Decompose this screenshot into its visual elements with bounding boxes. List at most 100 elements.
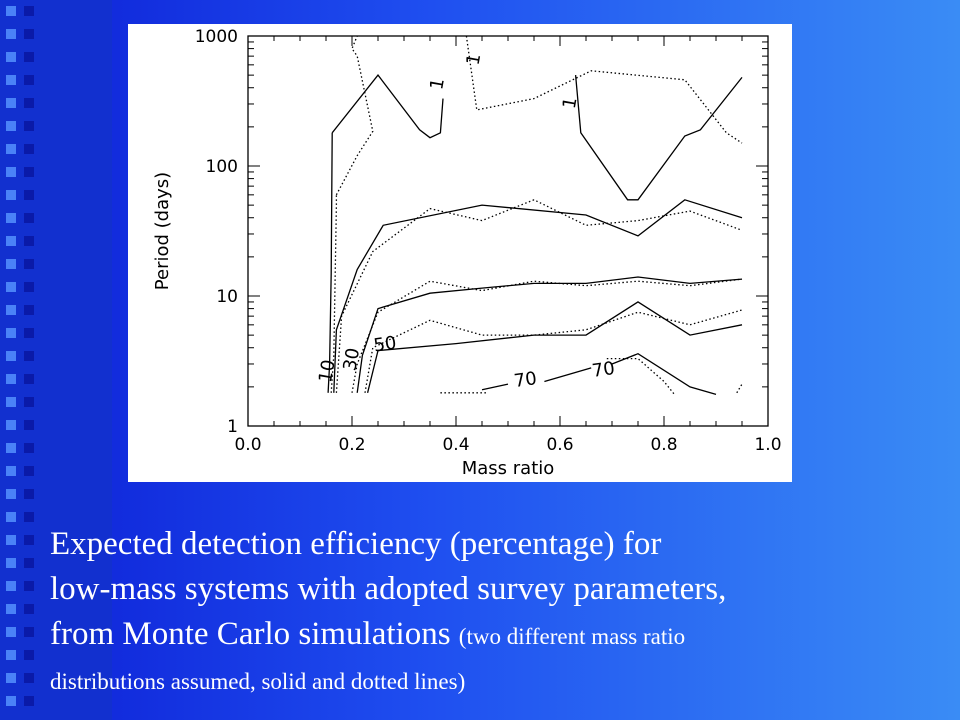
contour-70-dotted	[736, 383, 743, 394]
decor-square	[6, 190, 16, 200]
decor-square	[24, 696, 34, 706]
contour-label: 1	[426, 77, 449, 92]
decor-square	[6, 328, 16, 338]
x-tick-label: 0.8	[650, 435, 677, 455]
contour-70-dotted	[606, 357, 675, 395]
decor-square	[6, 466, 16, 476]
contour-label: 30	[339, 346, 364, 372]
decor-square	[6, 121, 16, 131]
decor-square	[24, 213, 34, 223]
decor-square	[24, 489, 34, 499]
contour-label: 10	[315, 358, 340, 384]
y-tick-label: 1000	[195, 27, 238, 47]
decor-square	[6, 167, 16, 177]
decor-square	[24, 6, 34, 16]
decor-squares	[6, 6, 36, 714]
decor-square	[6, 604, 16, 614]
contour-1-dotted	[465, 35, 743, 144]
contour-70-solid	[481, 383, 509, 391]
y-tick-label: 100	[206, 157, 238, 177]
x-tick-label: 0.2	[338, 435, 365, 455]
caption-line-3: from Monte Carlo simulations (two differ…	[50, 612, 950, 659]
decor-square	[24, 512, 34, 522]
decor-square	[6, 420, 16, 430]
decor-square	[6, 558, 16, 568]
decor-square	[24, 52, 34, 62]
x-tick-label: 0.0	[234, 435, 261, 455]
decor-square	[24, 374, 34, 384]
y-tick-label: 10	[216, 287, 238, 307]
decor-square	[6, 443, 16, 453]
decor-square	[6, 282, 16, 292]
decor-square	[24, 604, 34, 614]
decor-square	[24, 558, 34, 568]
contour-1-solid	[331, 74, 444, 139]
caption-line-3-note: (two different mass ratio	[458, 624, 686, 649]
decor-square	[24, 627, 34, 637]
decor-square	[6, 75, 16, 85]
decor-square	[6, 512, 16, 522]
decor-square	[24, 167, 34, 177]
decor-square	[24, 466, 34, 476]
caption-line-1: Expected detection efficiency (percentag…	[50, 526, 662, 562]
decor-square	[6, 581, 16, 591]
left-decor-strip	[0, 0, 112, 720]
contour-30-dotted	[351, 278, 743, 393]
x-axis-label: Mass ratio	[462, 458, 555, 479]
decor-square	[6, 213, 16, 223]
decor-square	[6, 6, 16, 16]
decor-square	[24, 305, 34, 315]
decor-square	[6, 650, 16, 660]
contour-label: 1	[463, 52, 486, 67]
decor-square	[24, 259, 34, 269]
decor-square	[24, 121, 34, 131]
contour-label: 70	[513, 368, 539, 392]
decor-square	[24, 98, 34, 108]
contour-label: 70	[591, 358, 617, 382]
decor-square	[24, 535, 34, 545]
contour-10-dotted	[335, 199, 743, 393]
decor-square	[6, 29, 16, 39]
decor-square	[24, 673, 34, 683]
caption-line-3-main: from Monte Carlo simulations	[50, 616, 451, 652]
decor-square	[24, 190, 34, 200]
decor-square	[24, 75, 34, 85]
y-axis-label: Period (days)	[152, 172, 173, 290]
decor-square	[24, 144, 34, 154]
decor-square	[24, 282, 34, 292]
decor-square	[6, 374, 16, 384]
decor-square	[6, 397, 16, 407]
decor-square	[6, 305, 16, 315]
x-tick-label: 0.4	[442, 435, 469, 455]
contour-label: 50	[372, 332, 398, 356]
decor-square	[6, 627, 16, 637]
decor-square	[6, 144, 16, 154]
decor-square	[24, 236, 34, 246]
contour-70-solid	[611, 352, 717, 396]
decor-square	[6, 98, 16, 108]
decor-square	[24, 420, 34, 430]
decor-square	[6, 236, 16, 246]
decor-square	[6, 696, 16, 706]
contour-10-solid	[333, 199, 743, 393]
chart-panel: 0.0 0.2 0.4 0.6 0.8 1.0 1 10 100 1000 1 1 1 10 30 50 70…	[128, 24, 792, 482]
decor-square	[24, 650, 34, 660]
decor-square	[24, 443, 34, 453]
contour-1-solid	[574, 75, 743, 201]
x-tick-label: 1.0	[754, 435, 781, 455]
decor-square	[24, 397, 34, 407]
decor-square	[6, 351, 16, 361]
contour-10-dotted	[330, 194, 338, 393]
contour-1-dotted	[335, 35, 374, 196]
contour-10-solid	[327, 132, 333, 393]
caption-line-2: low-mass systems with adopted survey par…	[50, 571, 727, 607]
contour-50-dotted	[364, 309, 743, 393]
contour-70-solid	[544, 367, 592, 383]
decor-square	[6, 489, 16, 499]
contour-50-solid	[366, 301, 743, 393]
contour-label: 1	[559, 96, 582, 111]
decor-square	[6, 535, 16, 545]
caption: Expected detection efficiency (percentag…	[50, 522, 950, 704]
decor-square	[24, 581, 34, 591]
